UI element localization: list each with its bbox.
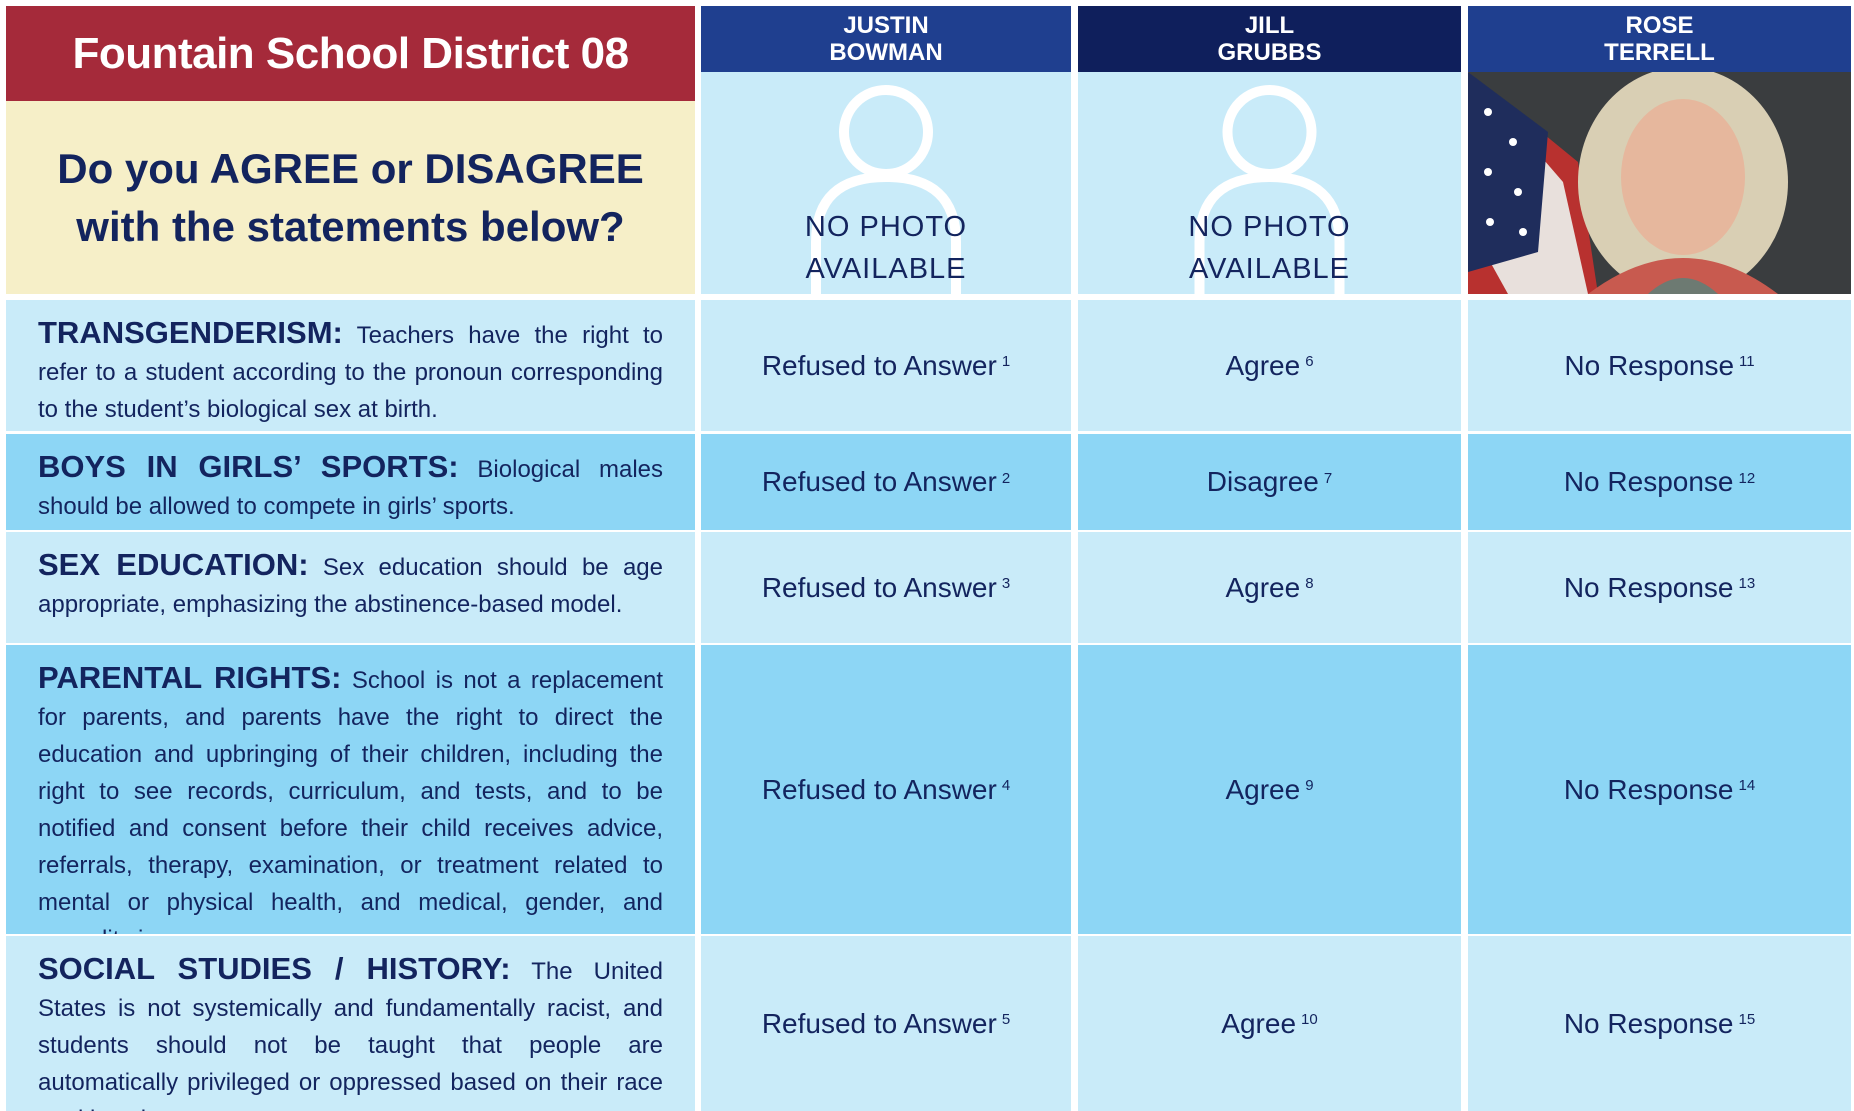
- footnote: 11: [1739, 353, 1755, 370]
- district-title: Fountain School District 08: [6, 6, 695, 101]
- no-photo-text: NO PHOTO AVAILABLE: [701, 206, 1071, 290]
- statement: BOYS IN GIRLS’ SPORTS: Biological males …: [6, 434, 695, 530]
- response-text: Refused to Answer: [761, 773, 997, 805]
- statement-text: Biological males should be allowed to co…: [38, 456, 663, 520]
- response-text: Refused to Answer: [761, 466, 997, 497]
- person-icon: [1194, 85, 1345, 294]
- candidate-name: JILL GRUBBS: [1078, 6, 1461, 72]
- response-text: Disagree: [1206, 466, 1319, 497]
- footnote: 2: [1001, 469, 1011, 487]
- no-photo-line: AVAILABLE: [1188, 253, 1351, 285]
- response-cell: Refused to Answer 4: [701, 645, 1071, 934]
- response-cell: No Response 11: [1468, 300, 1851, 431]
- footnote: 4: [1001, 777, 1011, 794]
- response-cell: No Response 15: [1468, 936, 1851, 1111]
- response-text: Refused to Answer: [761, 571, 997, 603]
- footnote: 8: [1305, 575, 1314, 592]
- footnote: 6: [1305, 353, 1314, 370]
- candidate-photo: [1468, 72, 1851, 294]
- response-text: Agree: [1221, 1007, 1297, 1039]
- statement: PARENTAL RIGHTS: School is not a replace…: [6, 645, 695, 934]
- response-text: No Response: [1564, 349, 1735, 381]
- response-cell: Agree 9: [1078, 645, 1461, 934]
- response-cell: Refused to Answer 3: [701, 532, 1071, 643]
- response-cell: No Response 12: [1468, 434, 1851, 530]
- footnote: 1: [1001, 353, 1011, 370]
- name-line: TERRELL: [1604, 39, 1715, 66]
- statement-text: School is not a replacement for parents,…: [38, 667, 664, 934]
- response-text: Agree: [1225, 571, 1301, 603]
- footnote: 5: [1001, 1011, 1011, 1028]
- statement-text: The United States is not systemically an…: [38, 958, 663, 1111]
- response-cell: Agree 6: [1078, 300, 1461, 431]
- footnote: 3: [1001, 575, 1011, 592]
- no-photo-line: NO PHOTO: [1188, 211, 1351, 243]
- no-photo-line: NO PHOTO: [804, 211, 968, 243]
- response-cell: Disagree 7: [1078, 434, 1461, 530]
- name-line: GRUBBS: [1217, 39, 1322, 66]
- footnote: 15: [1738, 1011, 1756, 1028]
- footnote: 14: [1738, 777, 1756, 794]
- question: Do you AGREE or DISAGREE with the statem…: [6, 101, 695, 294]
- name-line: JILL: [1244, 12, 1295, 39]
- statement-text: Sex education should be age appropriate,…: [38, 554, 663, 618]
- person-icon: [811, 85, 961, 294]
- footnote: 13: [1738, 575, 1756, 592]
- response-cell: Refused to Answer 2: [701, 434, 1071, 530]
- response-text: Agree: [1225, 773, 1301, 805]
- response-cell: Refused to Answer 1: [701, 300, 1071, 431]
- no-photo-line: AVAILABLE: [805, 253, 967, 285]
- footnote: 7: [1323, 469, 1333, 487]
- name-line: JUSTIN: [843, 12, 929, 39]
- response-text: No Response: [1563, 466, 1734, 497]
- candidate-name: ROSE TERRELL: [1468, 6, 1851, 72]
- statement-text: Teachers have the right to refer to a st…: [38, 322, 664, 423]
- statement: SOCIAL STUDIES / HISTORY: The United Sta…: [6, 936, 695, 1111]
- response-text: No Response: [1563, 773, 1734, 805]
- statement-topic: SEX EDUCATION:: [38, 547, 309, 582]
- statement-topic: PARENTAL RIGHTS:: [38, 660, 342, 695]
- footnote: 10: [1301, 1011, 1318, 1028]
- name-line: ROSE: [1625, 12, 1694, 39]
- statement-topic: TRANSGENDERISM:: [38, 315, 343, 350]
- response-text: No Response: [1563, 1007, 1734, 1039]
- statement-topic: BOYS IN GIRLS’ SPORTS:: [38, 449, 459, 484]
- response-cell: No Response 13: [1468, 532, 1851, 643]
- response-cell: No Response 14: [1468, 645, 1851, 934]
- photo-placeholder: NO PHOTO AVAILABLE: [1078, 72, 1461, 294]
- statement: SEX EDUCATION: Sex education should be a…: [6, 532, 695, 643]
- statement: TRANSGENDERISM: Teachers have the right …: [6, 300, 695, 431]
- response-text: Refused to Answer: [761, 349, 997, 381]
- name-line: BOWMAN: [829, 39, 943, 66]
- response-text: No Response: [1563, 571, 1734, 603]
- photo-placeholder: NO PHOTO AVAILABLE: [701, 72, 1071, 294]
- response-text: Refused to Answer: [761, 1007, 997, 1039]
- footnote: 9: [1305, 777, 1314, 794]
- response-cell: Agree 10: [1078, 936, 1461, 1111]
- statement-topic: SOCIAL STUDIES / HISTORY:: [38, 951, 511, 986]
- response-text: Agree: [1225, 349, 1301, 381]
- no-photo-text: NO PHOTO AVAILABLE: [1078, 206, 1461, 290]
- response-cell: Refused to Answer 5: [701, 936, 1071, 1111]
- response-cell: Agree 8: [1078, 532, 1461, 643]
- candidate-name: JUSTIN BOWMAN: [701, 6, 1071, 72]
- footnote: 12: [1738, 469, 1756, 487]
